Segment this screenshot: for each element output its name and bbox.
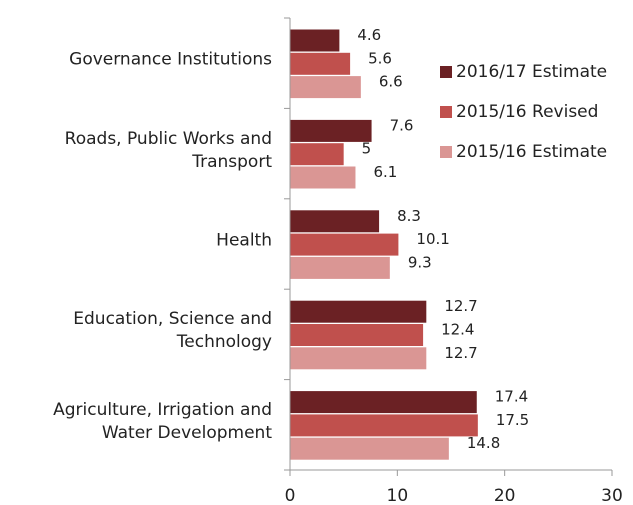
legend-label: 2015/16 Estimate — [456, 142, 607, 162]
x-tick-label: 20 — [494, 486, 516, 505]
value-label: 8.3 — [397, 207, 421, 225]
legend-swatch — [440, 146, 452, 158]
value-label: 17.4 — [495, 388, 528, 406]
legend-label: 2015/16 Revised — [456, 102, 598, 122]
legend-swatch — [440, 106, 452, 118]
value-label: 10.1 — [416, 230, 449, 248]
bar — [290, 166, 356, 189]
bar — [290, 210, 380, 233]
x-tick-label: 10 — [387, 486, 409, 505]
bar — [290, 29, 340, 52]
value-label: 5 — [362, 140, 372, 158]
category-label: Education, Science and Technology — [73, 309, 272, 353]
value-label: 14.8 — [467, 434, 500, 452]
bar — [290, 143, 344, 166]
bar — [290, 324, 424, 346]
value-label: 4.6 — [357, 26, 381, 44]
bar — [290, 414, 478, 437]
bar — [290, 347, 427, 370]
bar — [290, 119, 372, 142]
value-label: 9.3 — [408, 253, 432, 271]
bar — [290, 391, 477, 414]
value-label: 12.7 — [444, 297, 477, 315]
category-label: Roads, Public Works and Transport — [64, 128, 272, 172]
category-label: Governance Institutions — [69, 49, 272, 70]
value-label: 6.1 — [373, 163, 397, 181]
category-label: Health — [216, 230, 272, 251]
legend-swatch — [440, 66, 452, 78]
value-label: 7.6 — [390, 116, 414, 134]
bar — [290, 256, 390, 279]
legend-label: 2016/17 Estimate — [456, 62, 607, 82]
value-label: 12.4 — [441, 321, 474, 339]
bar — [290, 437, 449, 460]
value-label: 6.6 — [379, 73, 403, 91]
bar — [290, 52, 351, 75]
category-label: Agriculture, Irrigation and Water Develo… — [53, 399, 272, 443]
x-tick-label: 0 — [285, 486, 296, 505]
bar — [290, 233, 399, 256]
x-tick-label: 30 — [601, 486, 623, 505]
value-label: 5.6 — [368, 49, 392, 67]
value-label: 17.5 — [496, 411, 529, 429]
bar — [290, 300, 427, 323]
value-label: 12.7 — [444, 344, 477, 362]
bar — [290, 76, 361, 99]
